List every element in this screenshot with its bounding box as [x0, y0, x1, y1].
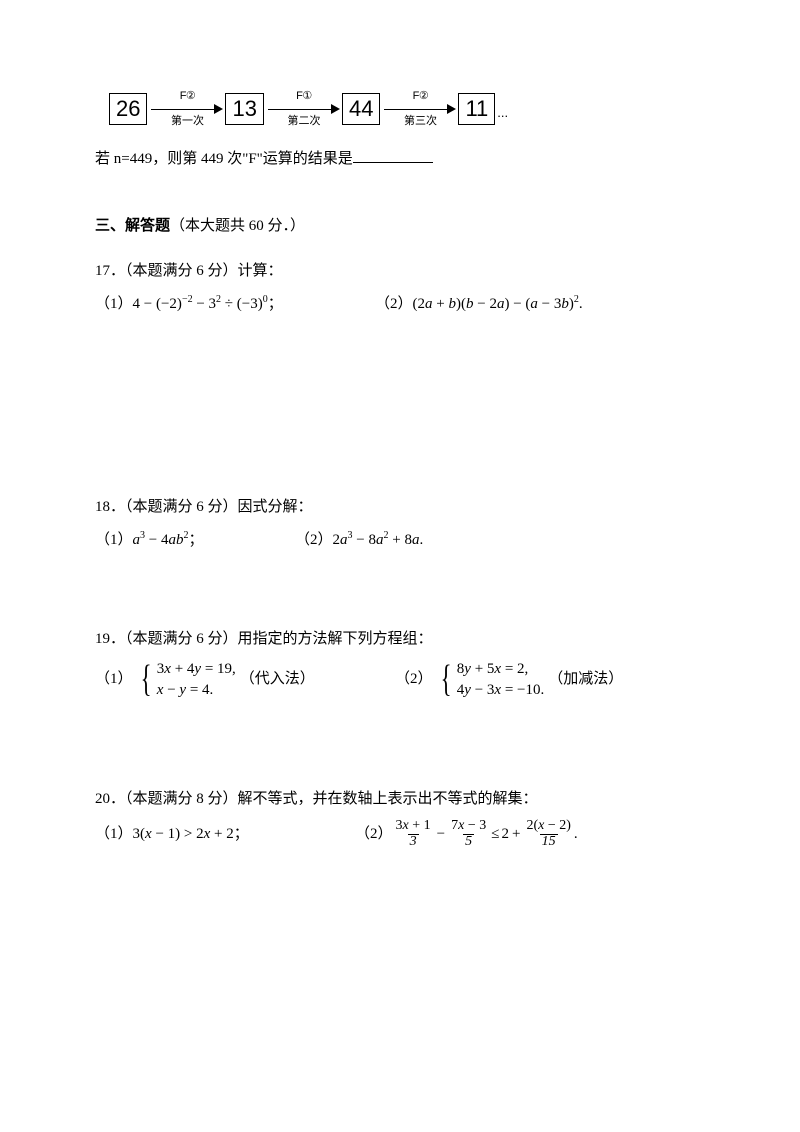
flow-box-4: 11 — [458, 93, 495, 125]
flow-diagram: 26 F② 第一次 13 F① 第二次 44 F② 第三次 11 ... — [109, 90, 705, 128]
q20-sub1-label: （1） — [95, 821, 133, 848]
q19-sub1-eq2: x − y = 4. — [157, 680, 236, 700]
q18-sub2: （2） 2a3 − 8a2 + 8a . — [295, 527, 423, 554]
arrow-top-label: F② — [413, 90, 429, 103]
q19-sub2-method: （加减法） — [548, 666, 623, 693]
arrow-top-label: F① — [296, 90, 312, 103]
section-3-bold: 三、解答题 — [95, 218, 170, 234]
flow-box-3: 44 — [342, 93, 380, 125]
q19-sub1-eq1: 3x + 4y = 19, — [157, 659, 236, 679]
q18-sub2-expr: 2a3 − 8a2 + 8a — [333, 527, 420, 554]
q16-tail: 若 n=449，则第 449 次"F"运算的结果是 — [95, 146, 705, 173]
blank-line — [353, 148, 433, 163]
q17-subs: （1） 4 − (−2)−2 − 32 ÷ (−3)0； （2） (2a + b… — [95, 291, 705, 318]
q19-sub1-system: { 3x + 4y = 19, x − y = 4. — [137, 659, 236, 700]
arrow-bottom-label: 第一次 — [171, 115, 204, 128]
q16-tail-text: 若 n=449，则第 449 次"F"运算的结果是 — [95, 151, 353, 167]
q20-subs: （1） 3(x − 1) > 2x + 2； （2） 3x + 13 − 7x … — [95, 819, 705, 849]
q17-sub1: （1） 4 − (−2)−2 − 32 ÷ (−3)0； — [95, 291, 375, 318]
flow-box-2: 13 — [225, 93, 263, 125]
q19-sub2-eq2: 4y − 3x = −10. — [457, 680, 544, 700]
flow-arrow-2: F① 第二次 — [268, 90, 340, 128]
q20-stem: 20．（本题满分 8 分）解不等式，并在数轴上表示出不等式的解集： — [95, 786, 705, 813]
q17-sub1-label: （1） — [95, 291, 133, 318]
q20-sub1-expr: 3(x − 1) > 2x + 2 — [133, 821, 234, 848]
q18-sub1: （1） a3 − 4ab2； — [95, 527, 295, 554]
q19-subs: （1） { 3x + 4y = 19, x − y = 4. （代入法） （2）… — [95, 659, 705, 700]
arrow-top-label: F② — [180, 90, 196, 103]
q18-sub2-label: （2） — [295, 527, 333, 554]
q18-sub1-expr: a3 − 4ab2 — [133, 527, 189, 554]
flow-arrow-3: F② 第三次 — [384, 90, 456, 128]
q17-stem: 17．（本题满分 6 分）计算： — [95, 258, 705, 285]
q19-stem: 19．（本题满分 6 分）用指定的方法解下列方程组： — [95, 626, 705, 653]
flow-box-1: 26 — [109, 93, 147, 125]
q18-subs: （1） a3 − 4ab2； （2） 2a3 − 8a2 + 8a . — [95, 527, 705, 554]
section-3-rest: （本大题共 60 分．） — [170, 218, 305, 234]
q17-sub1-expr: 4 − (−2)−2 − 32 ÷ (−3)0 — [133, 291, 268, 318]
q19-sub1-method: （代入法） — [240, 666, 315, 693]
arrow-bottom-label: 第三次 — [404, 115, 437, 128]
q19-sub1: （1） { 3x + 4y = 19, x − y = 4. （代入法） — [95, 659, 395, 700]
flow-arrow-1: F② 第一次 — [151, 90, 223, 128]
q19-sub2: （2） { 8y + 5x = 2, 4y − 3x = −10. （加减法） — [395, 659, 623, 700]
q18-sub1-label: （1） — [95, 527, 133, 554]
q20-sub2-label: （2） — [355, 821, 393, 848]
q17-sub2-label: （2） — [375, 291, 413, 318]
arrow-bottom-label: 第二次 — [287, 115, 320, 128]
q17-sub2-expr: (2a + b)(b − 2a) − (a − 3b)2 — [413, 291, 579, 318]
q19-sub2-eq1: 8y + 5x = 2, — [457, 659, 544, 679]
q19-sub2-label: （2） — [395, 666, 433, 693]
flow-ellipsis: ... — [497, 101, 508, 124]
section-3-title: 三、解答题（本大题共 60 分．） — [95, 213, 705, 240]
q20-sub1: （1） 3(x − 1) > 2x + 2； — [95, 821, 355, 848]
q17-sub2: （2） (2a + b)(b − 2a) − (a − 3b)2 . — [375, 291, 583, 318]
q19-sub2-system: { 8y + 5x = 2, 4y − 3x = −10. — [437, 659, 545, 700]
q19-sub1-label: （1） — [95, 666, 133, 693]
q20-sub2-expr: 3x + 13 − 7x − 35 ≤ 2 + 2(x − 2)15 — [393, 819, 574, 849]
q18-stem: 18．（本题满分 6 分）因式分解： — [95, 494, 705, 521]
q20-sub2: （2） 3x + 13 − 7x − 35 ≤ 2 + 2(x − 2)15 . — [355, 819, 578, 849]
